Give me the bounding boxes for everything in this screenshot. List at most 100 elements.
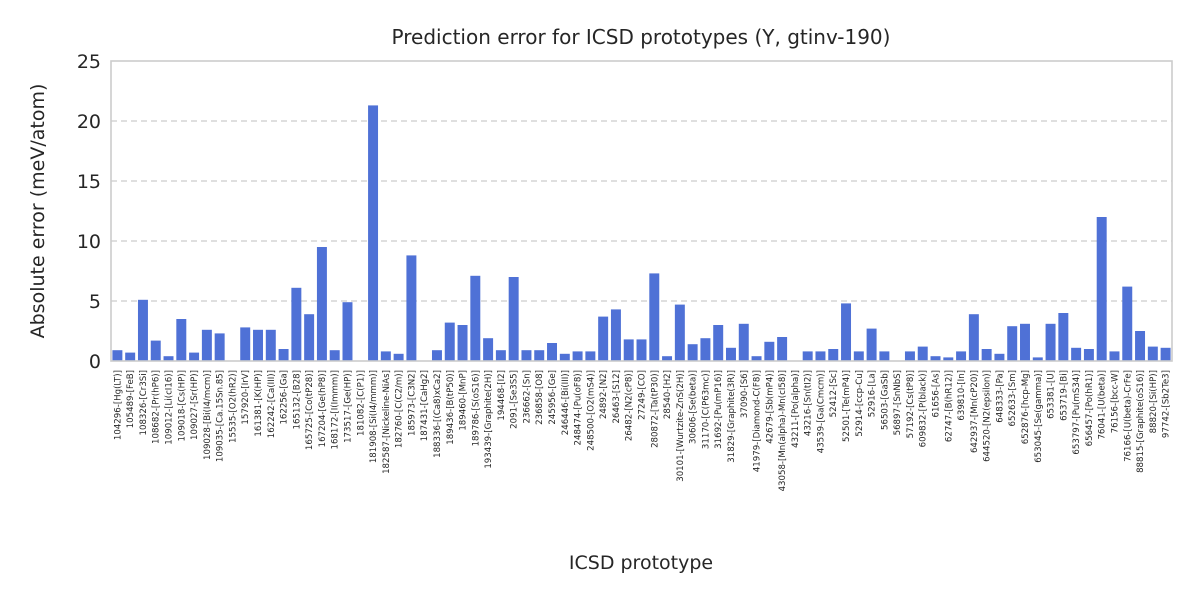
x-tick-label: 656457-[Po(hR1)] — [1085, 370, 1095, 446]
x-tick-label: 182587-[Nickeline-NiAs] — [382, 370, 392, 474]
bar — [521, 350, 532, 361]
x-tick-label: 52412-[Sc] — [829, 370, 839, 417]
plot-frame — [110, 60, 1173, 362]
x-tick-label: 56897-[SnNbS] — [893, 370, 903, 435]
bar — [636, 339, 647, 361]
x-tick-label: 246446-[Bi(III)] — [561, 370, 571, 435]
bar — [777, 337, 788, 361]
x-tick-label: 248500-[O2(mS4)] — [586, 370, 596, 451]
x-tick-label: 43058-[Mn(alpha)-Mn(cI58)] — [778, 370, 788, 491]
y-axis-label: Absolute error (meV/atom) — [27, 84, 49, 339]
bar — [393, 353, 404, 361]
bar — [214, 333, 225, 361]
bar — [713, 325, 724, 361]
bar — [815, 351, 826, 361]
bar — [240, 327, 251, 361]
x-tick-label: 181908-[Si(I4/mmm)] — [369, 370, 379, 463]
x-tick-label: 2091-[Se3S5] — [510, 370, 520, 429]
bar — [253, 329, 263, 361]
bar — [610, 309, 621, 361]
x-tick-label: 236858-[O8] — [535, 370, 545, 425]
bar — [943, 357, 954, 361]
x-tick-label: 161381-[K(HP)] — [254, 370, 264, 437]
x-tick-label: 24892-[N2] — [599, 370, 609, 419]
x-tick-label: 188336-[(Ca8)xCa2] — [433, 370, 443, 458]
bar — [725, 347, 736, 361]
bar — [470, 275, 481, 361]
bar — [304, 314, 315, 361]
bar — [968, 314, 979, 361]
bar — [483, 338, 494, 361]
bar — [764, 341, 775, 361]
x-tick-label: 56503-[GaSb] — [880, 370, 890, 430]
bar — [1083, 349, 1094, 361]
bar — [201, 329, 212, 361]
x-tick-label: 639810-[In] — [957, 370, 967, 421]
bar — [163, 356, 174, 361]
bar — [125, 352, 136, 361]
bar — [150, 340, 161, 361]
x-tick-label: 245956-[Ge] — [548, 370, 558, 425]
chart-title: Prediction error for ICSD prototypes (Y,… — [392, 25, 891, 49]
x-tick-label: 31829-[Graphite(3R)] — [727, 370, 737, 463]
x-tick-label: 27249-[CO] — [638, 370, 648, 420]
x-tick-label: 194468-[I2] — [497, 370, 507, 421]
x-tick-label: 26463-[S12] — [612, 370, 622, 424]
bar — [674, 304, 685, 361]
y-tick-label: 10 — [77, 231, 101, 253]
x-tick-label: 653719-[Bi] — [1059, 370, 1069, 421]
bar — [380, 351, 391, 361]
bars — [112, 105, 1171, 362]
x-tick-label: 76156-[bcc-W] — [1110, 370, 1120, 433]
bar — [137, 299, 148, 361]
x-tick-label: 189786-[S(oS16)] — [471, 370, 481, 446]
x-tick-label: 644520-[N2(epsilon)] — [983, 370, 993, 462]
x-tick-label: 108682-[Pr(hP6)] — [152, 370, 162, 444]
x-tick-label: 193439-[Graphite(2H)] — [484, 370, 494, 469]
bar — [738, 323, 749, 361]
bar — [342, 302, 353, 361]
bar — [534, 350, 545, 361]
x-tick-label: 185973-[C3N2] — [407, 370, 417, 436]
y-tick-label: 5 — [89, 291, 101, 313]
bar — [431, 350, 442, 361]
bar — [444, 322, 455, 361]
bar — [572, 351, 583, 361]
x-tick-label: 167204-[Ge(hP8)] — [318, 370, 328, 447]
bar — [329, 350, 340, 361]
x-tick-label: 280872-[Ta(tP30)] — [650, 370, 660, 448]
x-tick-label: 173517-[Ge(HP)] — [343, 370, 353, 443]
bar — [176, 319, 187, 361]
bar — [904, 351, 915, 361]
bar — [994, 353, 1005, 361]
x-tick-label: 61656-[As] — [932, 370, 942, 418]
bar — [368, 105, 379, 362]
x-tick-label: 236662-[Sn] — [522, 370, 532, 424]
x-tick-label: 653381-[U] — [1047, 370, 1057, 419]
bar — [1071, 347, 1082, 361]
x-tick-label: 30101-[Wurtzite-ZnS(2H)] — [676, 370, 686, 482]
bar — [917, 346, 928, 361]
bar — [841, 303, 852, 361]
x-tick-label: 162242-[Ca(III)] — [267, 370, 277, 438]
x-tick-label: 653797-[Pu(mS34)] — [1072, 370, 1082, 455]
x-tick-label: 57192-[Cs(tP8)] — [906, 370, 916, 438]
bar — [930, 356, 941, 361]
x-tick-label: 41979-[Diamond-C(F8)] — [753, 370, 763, 472]
bar — [649, 273, 660, 361]
x-tick-label: 105489-[FeB] — [126, 370, 136, 428]
bar — [1058, 313, 1069, 361]
x-axis-ticks: 104296-[Hg(LT)] 105489-[FeB] 108326-[Cr3Si… — [113, 370, 1171, 491]
x-tick-label: 109027-[Sr(HP)] — [190, 370, 200, 440]
bar — [112, 350, 123, 361]
bar — [1122, 286, 1133, 361]
bar — [1135, 331, 1146, 361]
bar — [1020, 323, 1030, 361]
x-tick-label: 653045-[Se(gamma)] — [1034, 370, 1044, 463]
bar — [1109, 351, 1120, 361]
x-tick-label: 109018-[Cs(HP)] — [177, 370, 187, 441]
x-tick-label: 76041-[U(beta)] — [1098, 370, 1108, 440]
x-tick-label: 52501-[Te(mP4)] — [842, 370, 852, 442]
x-tick-label: 43539-[Ga(Cmcm)] — [816, 370, 826, 453]
